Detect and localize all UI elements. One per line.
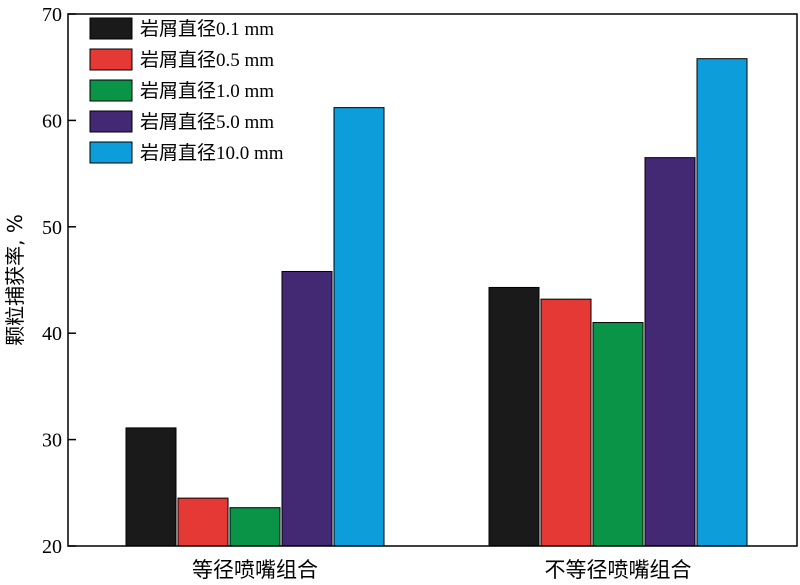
- bar-2-3: [592, 322, 644, 547]
- plot-frame: [67, 13, 798, 547]
- bar-1-5: [333, 107, 385, 547]
- y-tick-label: 40: [42, 323, 62, 345]
- y-tick-label: 70: [42, 4, 62, 26]
- legend-swatch: [89, 48, 133, 71]
- bar-1-2: [177, 497, 229, 547]
- y-tick-label: 30: [42, 430, 62, 452]
- y-tick-label: 60: [42, 110, 62, 132]
- x-tick-label: 不等径喷嘴组合: [545, 558, 692, 582]
- legend-swatch: [89, 141, 133, 164]
- y-axis-title: 颗粒捕获率, %: [3, 214, 27, 346]
- legend-label: 岩屑直径1.0 mm: [140, 80, 274, 102]
- bar-2-4: [644, 157, 696, 547]
- legend: 岩屑直径0.1 mm 岩屑直径0.5 mm 岩屑直径1.0 mm 岩屑直径5.0 mm…: [89, 17, 284, 164]
- bar-2-5: [696, 58, 748, 547]
- legend-swatch: [89, 110, 133, 133]
- legend-swatch: [89, 79, 133, 102]
- bars-layer: [125, 58, 748, 547]
- bar-1-3: [229, 507, 281, 547]
- axes-layer: 等径喷嘴组合 不等径喷嘴组合 20 30 40 50 60 70: [42, 4, 798, 582]
- legend-swatch: [89, 17, 133, 40]
- bar-2-1: [488, 286, 540, 547]
- y-tick-label: 20: [42, 536, 62, 558]
- legend-label: 岩屑直径5.0 mm: [140, 111, 274, 133]
- bar-1-4: [281, 270, 333, 547]
- y-tick-label: 50: [42, 217, 62, 239]
- bar-1-1: [125, 427, 177, 547]
- legend-label: 岩屑直径0.5 mm: [140, 49, 274, 71]
- legend-label: 岩屑直径10.0 mm: [140, 142, 284, 164]
- legend-label: 岩屑直径0.1 mm: [140, 18, 274, 40]
- x-tick-label: 等径喷嘴组合: [192, 558, 318, 582]
- bar-2-2: [540, 298, 592, 547]
